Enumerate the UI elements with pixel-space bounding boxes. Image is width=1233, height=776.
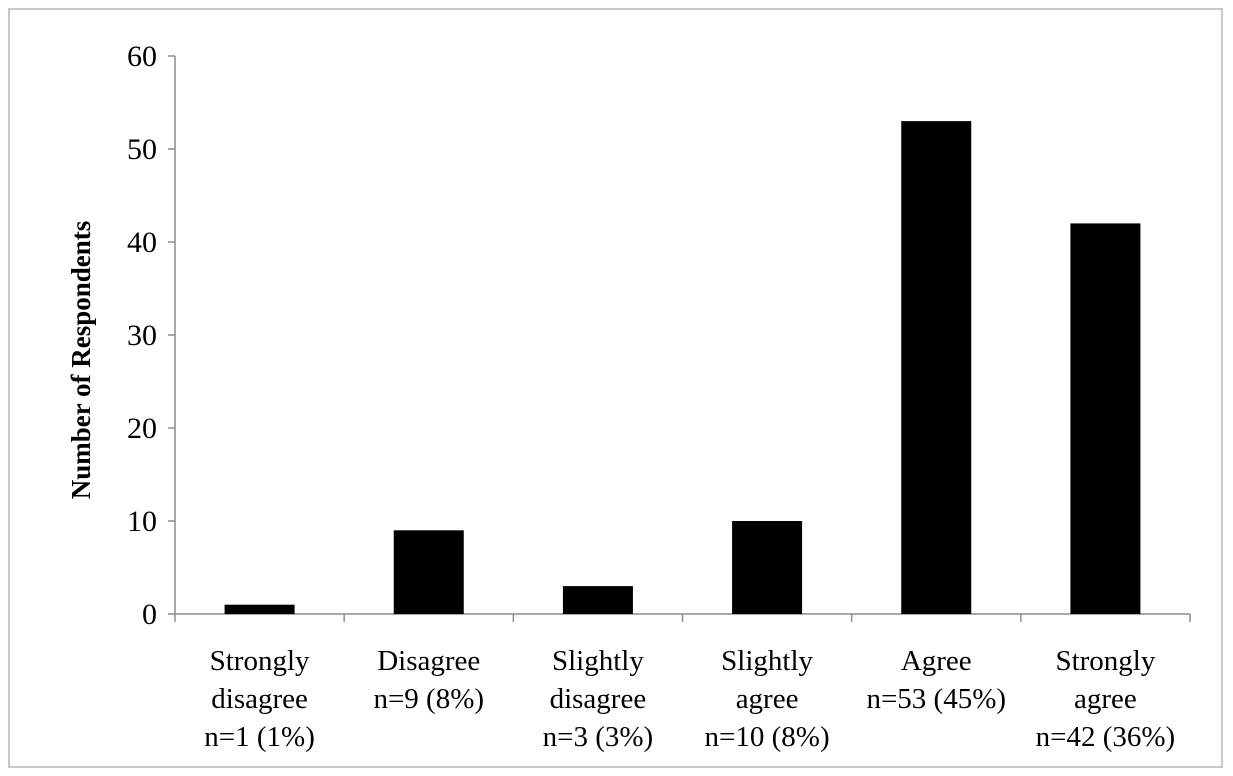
category-label: n=42 (36%) bbox=[1036, 721, 1176, 753]
y-tick-label: 60 bbox=[127, 40, 157, 73]
category-labels: Strongly disagree n=1 (1%) Disagree n=9 (8%)… bbox=[204, 645, 1175, 753]
category-label: disagree bbox=[550, 683, 647, 715]
bar bbox=[393, 530, 464, 614]
category-label: Agree bbox=[901, 645, 972, 677]
x-axis bbox=[174, 613, 1191, 622]
bar bbox=[901, 121, 972, 614]
bar bbox=[732, 521, 803, 614]
y-tick-label: 20 bbox=[127, 412, 157, 445]
category-label: n=10 (8%) bbox=[705, 721, 830, 753]
y-tick-label: 30 bbox=[127, 319, 157, 352]
y-axis: 0 10 20 30 40 50 60 bbox=[127, 40, 176, 631]
chart-frame bbox=[8, 8, 1223, 768]
category-label: agree bbox=[1074, 683, 1137, 715]
y-tick-label: 0 bbox=[142, 598, 157, 631]
y-tick-label: 40 bbox=[127, 226, 157, 259]
category-label: n=9 (8%) bbox=[373, 683, 484, 715]
category-label: Slightly bbox=[721, 645, 813, 677]
category-label: Slightly bbox=[552, 645, 644, 677]
category-label: Strongly bbox=[210, 645, 310, 677]
bars bbox=[224, 121, 1141, 614]
category-label: n=53 (45%) bbox=[866, 683, 1006, 715]
bar bbox=[562, 586, 633, 614]
category-label: Disagree bbox=[377, 645, 480, 677]
category-label: Strongly bbox=[1055, 645, 1155, 677]
category-label: n=3 (3%) bbox=[543, 721, 654, 753]
category-label: disagree bbox=[211, 683, 308, 715]
y-tick-label: 50 bbox=[127, 133, 157, 166]
category-label: agree bbox=[736, 683, 799, 715]
bar bbox=[1070, 223, 1141, 614]
category-label: n=1 (1%) bbox=[204, 721, 315, 753]
bar bbox=[224, 604, 295, 614]
y-axis-title: Number of Respondents bbox=[66, 221, 96, 500]
y-tick-label: 10 bbox=[127, 505, 157, 538]
